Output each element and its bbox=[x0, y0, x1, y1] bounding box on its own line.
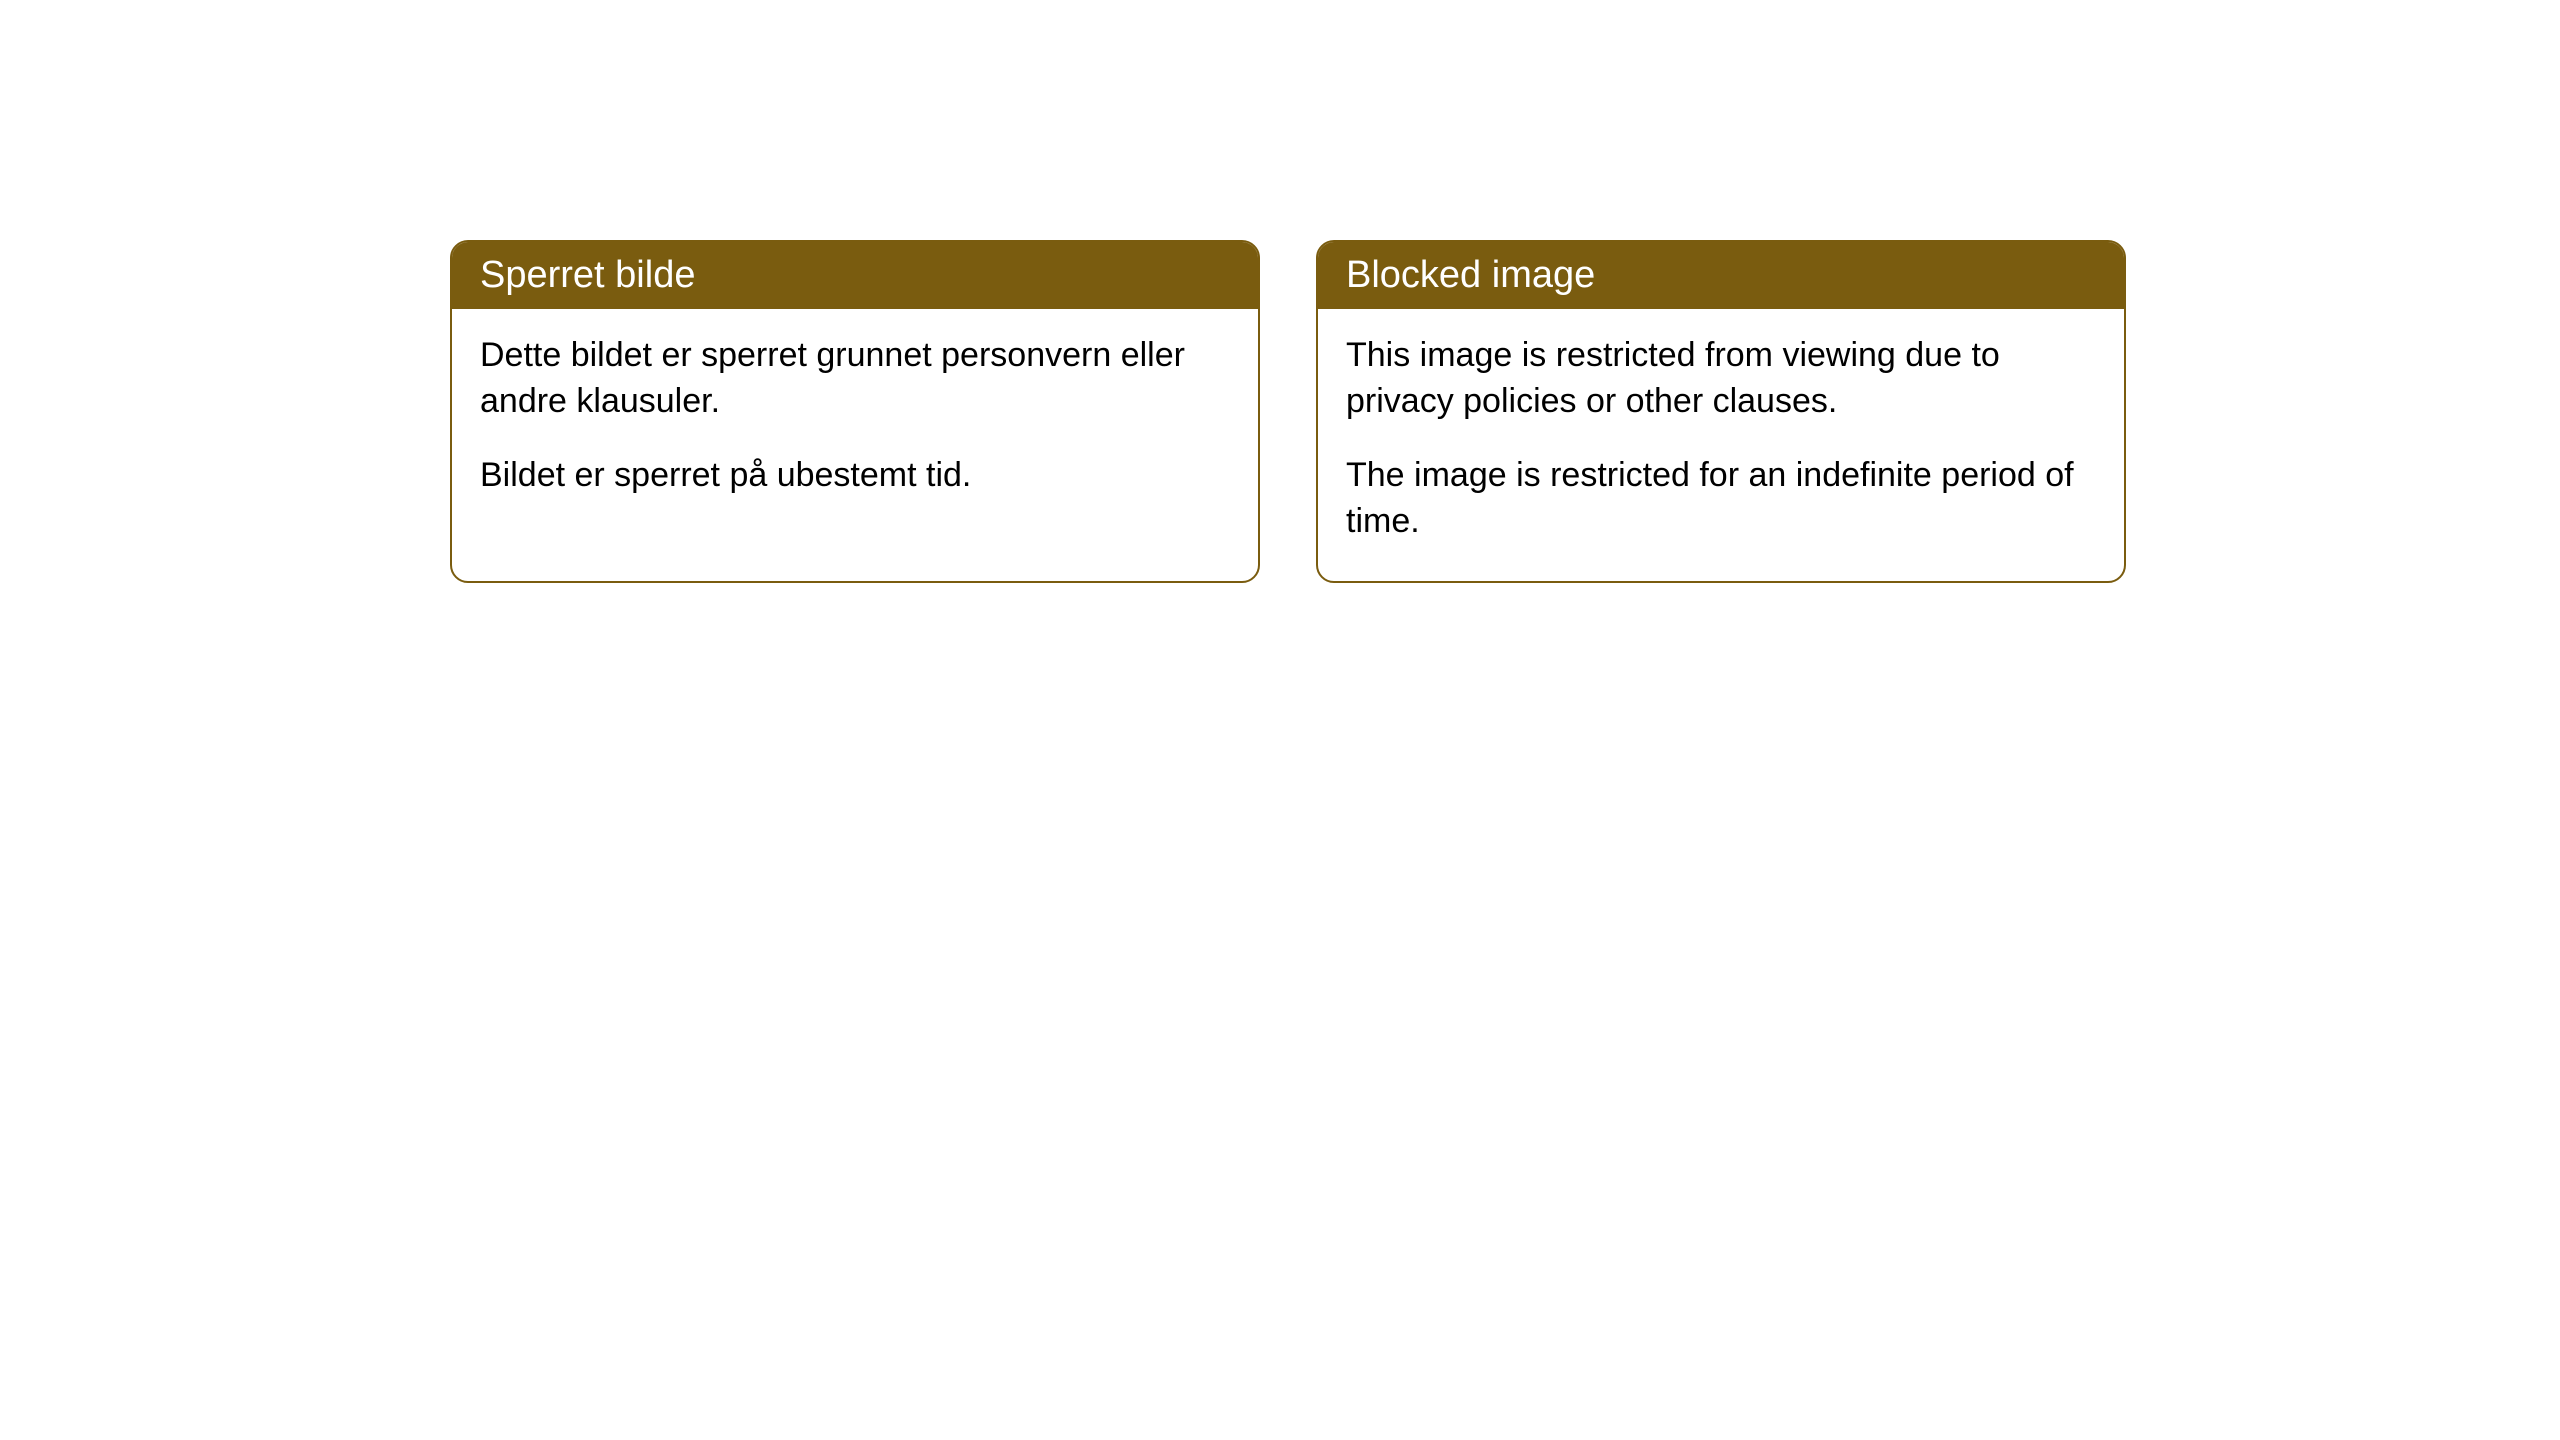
card-header: Sperret bilde bbox=[452, 242, 1258, 309]
notice-card-norwegian: Sperret bilde Dette bildet er sperret gr… bbox=[450, 240, 1260, 583]
card-paragraph: This image is restricted from viewing du… bbox=[1346, 333, 2096, 425]
card-body: Dette bildet er sperret grunnet personve… bbox=[452, 309, 1258, 549]
card-paragraph: Dette bildet er sperret grunnet personve… bbox=[480, 333, 1230, 425]
notice-cards-container: Sperret bilde Dette bildet er sperret gr… bbox=[450, 240, 2126, 583]
card-paragraph: The image is restricted for an indefinit… bbox=[1346, 453, 2096, 545]
card-title: Blocked image bbox=[1346, 254, 1595, 296]
card-title: Sperret bilde bbox=[480, 254, 695, 296]
card-header: Blocked image bbox=[1318, 242, 2124, 309]
card-body: This image is restricted from viewing du… bbox=[1318, 309, 2124, 581]
notice-card-english: Blocked image This image is restricted f… bbox=[1316, 240, 2126, 583]
card-paragraph: Bildet er sperret på ubestemt tid. bbox=[480, 453, 1230, 499]
